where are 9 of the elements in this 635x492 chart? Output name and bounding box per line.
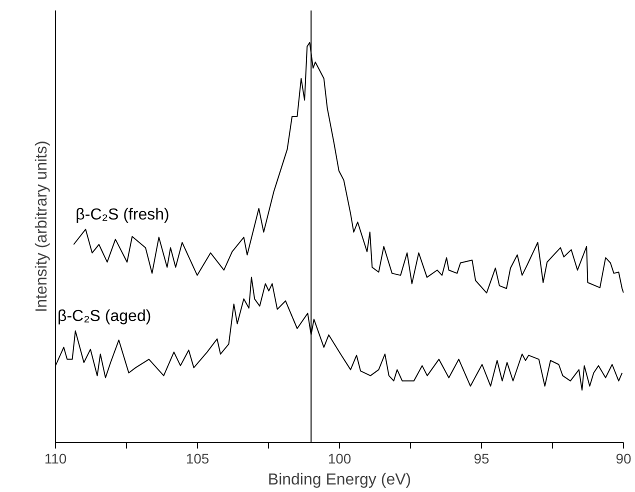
x-tick-label: 110 — [44, 450, 67, 466]
x-tick-label: 100 — [328, 450, 352, 466]
x-tick-label: 95 — [474, 450, 490, 466]
x-tick-label: 90 — [616, 450, 632, 466]
series-label: β-C₂S (aged) — [58, 308, 152, 325]
x-axis-title: Binding Energy (eV) — [268, 472, 412, 488]
series-label: β-C₂S (fresh) — [76, 206, 170, 224]
x-tick-label: 105 — [186, 450, 210, 466]
y-axis-title: Intensity (arbitrary units) — [34, 140, 50, 312]
